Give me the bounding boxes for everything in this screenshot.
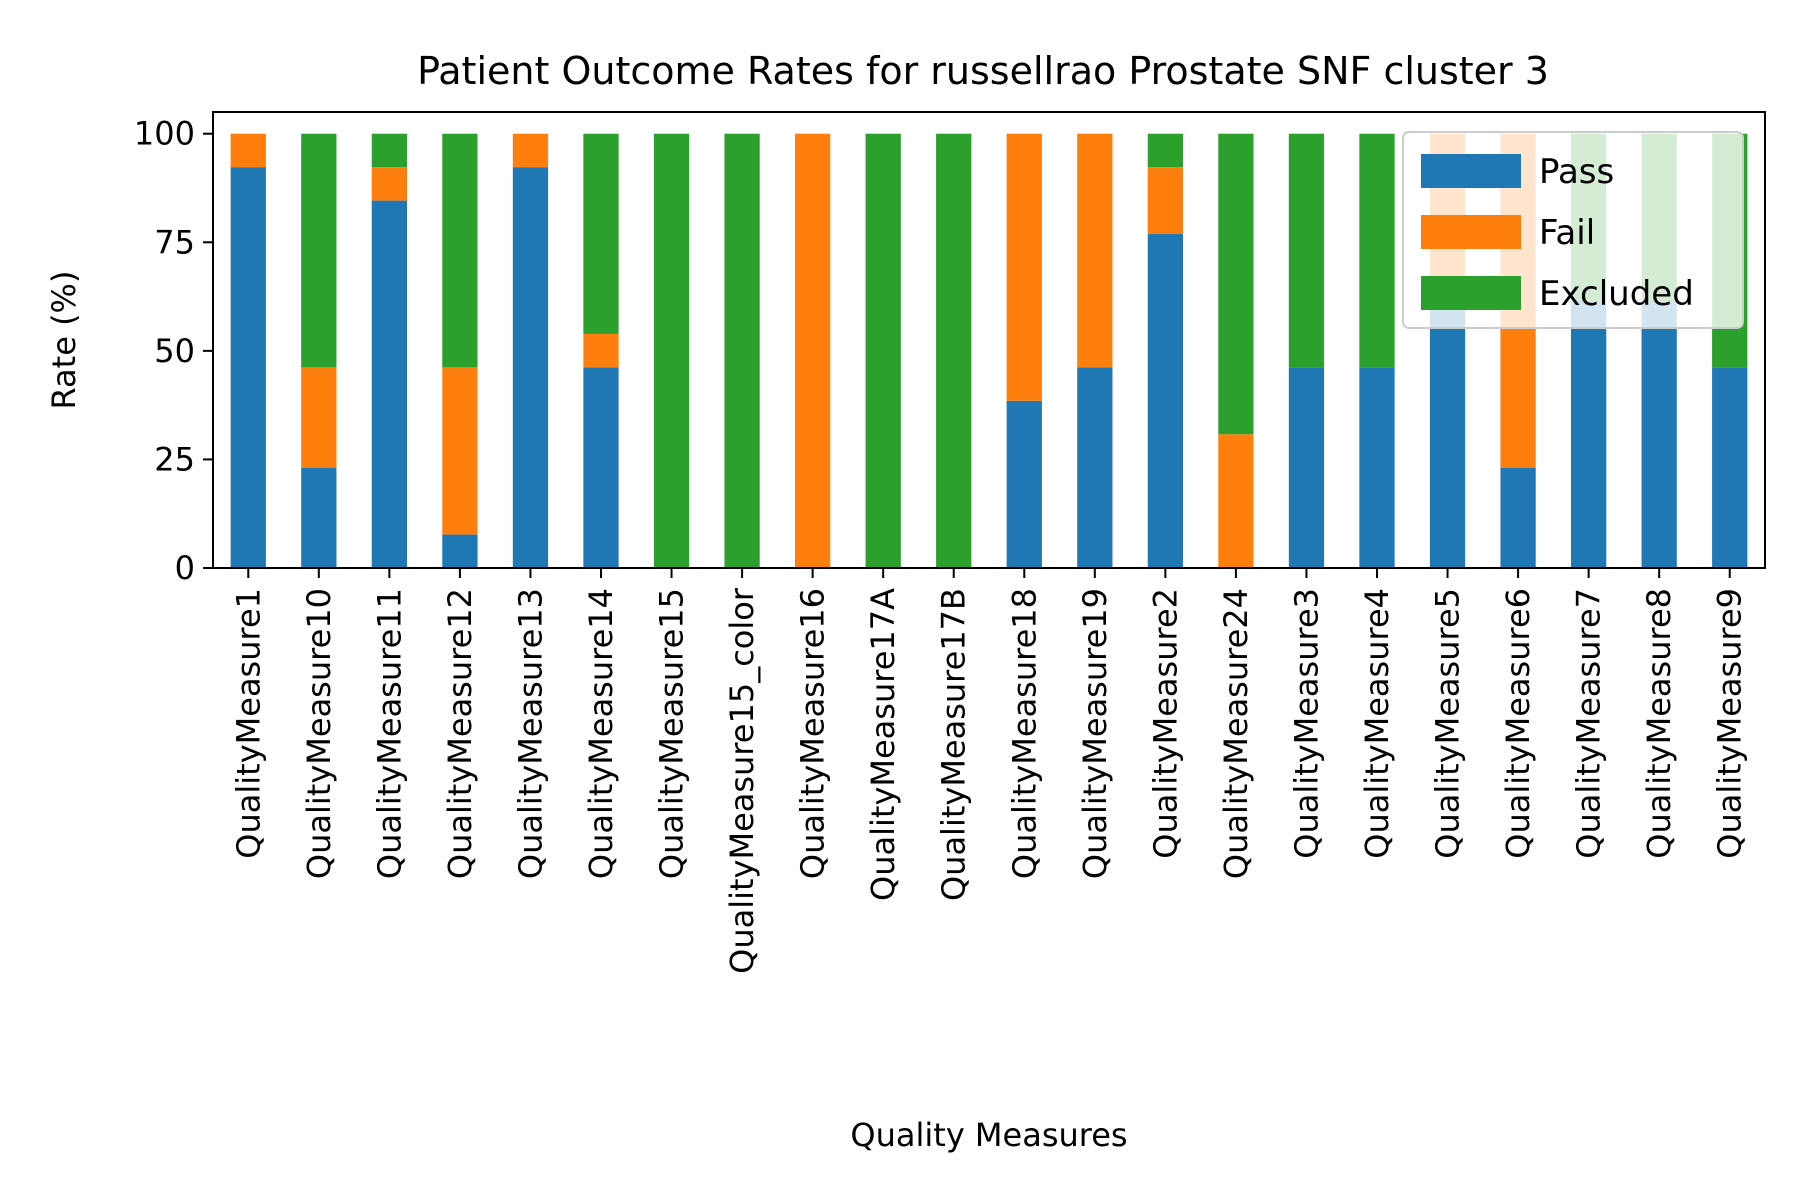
bar-pass-qualitymeasure2 bbox=[1147, 234, 1183, 568]
x-tick-label-qualitymeasure8: QualityMeasure8 bbox=[1640, 588, 1678, 859]
chart-title: Patient Outcome Rates for russellrao Pro… bbox=[417, 49, 1549, 93]
bar-pass-qualitymeasure9 bbox=[1712, 367, 1748, 568]
legend-label-pass: Pass bbox=[1539, 152, 1614, 192]
y-axis: 0 25 50 75 100 bbox=[134, 115, 213, 587]
bar-fail-qualitymeasure19 bbox=[1077, 133, 1113, 368]
bar-fail-qualitymeasure10 bbox=[301, 367, 337, 468]
bar-pass-qualitymeasure3 bbox=[1288, 367, 1325, 568]
bar-pass-qualitymeasure5 bbox=[1429, 300, 1466, 568]
bar-fail-qualitymeasure1 bbox=[230, 133, 266, 168]
plot-frame bbox=[212, 111, 1766, 569]
legend-label-fail: Fail bbox=[1539, 213, 1595, 253]
bar-fail-qualitymeasure14 bbox=[583, 333, 619, 368]
legend-swatch-fail bbox=[1421, 215, 1521, 249]
x-tick-label-qualitymeasure5: QualityMeasure5 bbox=[1429, 588, 1467, 859]
bar-excluded-qualitymeasure17a bbox=[865, 133, 901, 568]
bar-pass-qualitymeasure4 bbox=[1359, 367, 1395, 568]
bar-pass-qualitymeasure18 bbox=[1006, 400, 1042, 568]
bar-excluded-qualitymeasure15 bbox=[653, 133, 690, 568]
x-axis-label: Quality Measures bbox=[850, 1116, 1127, 1154]
x-tick-label-qualitymeasure9: QualityMeasure9 bbox=[1711, 588, 1749, 859]
bar-pass-qualitymeasure6 bbox=[1500, 467, 1536, 568]
bar-fail-qualitymeasure12 bbox=[442, 367, 478, 535]
bar-excluded-qualitymeasure14 bbox=[583, 133, 619, 334]
x-tick-label-qualitymeasure17a: QualityMeasure17A bbox=[864, 588, 902, 901]
x-tick-label-qualitymeasure13: QualityMeasure13 bbox=[511, 588, 549, 879]
bar-excluded-qualitymeasure17b bbox=[936, 133, 972, 568]
bar-pass-qualitymeasure8 bbox=[1641, 300, 1677, 568]
legend-swatch-excluded bbox=[1421, 276, 1521, 310]
legend-label-excluded: Excluded bbox=[1539, 274, 1694, 314]
x-tick-label-qualitymeasure12: QualityMeasure12 bbox=[441, 588, 479, 879]
x-tick-label-qualitymeasure2: QualityMeasure2 bbox=[1146, 588, 1184, 859]
x-tick-label-qualitymeasure10: QualityMeasure10 bbox=[300, 588, 338, 879]
bar-excluded-qualitymeasure4 bbox=[1359, 133, 1395, 368]
bar-pass-qualitymeasure12 bbox=[442, 534, 478, 568]
bar-excluded-qualitymeasure12 bbox=[442, 133, 478, 368]
bar-pass-qualitymeasure11 bbox=[371, 200, 407, 568]
bar-pass-qualitymeasure10 bbox=[301, 467, 337, 568]
x-tick-label-qualitymeasure1: QualityMeasure1 bbox=[229, 588, 267, 859]
x-tick-label-qualitymeasure4: QualityMeasure4 bbox=[1358, 588, 1396, 859]
bar-excluded-qualitymeasure10 bbox=[301, 133, 337, 368]
x-tick-label-qualitymeasure16: QualityMeasure16 bbox=[794, 588, 832, 879]
bar-fail-qualitymeasure16 bbox=[795, 133, 831, 568]
y-axis-label: Rate (%) bbox=[45, 271, 83, 410]
y-tick-label-25: 25 bbox=[154, 440, 195, 478]
bar-pass-qualitymeasure13 bbox=[512, 167, 549, 568]
x-tick-label-qualitymeasure19: QualityMeasure19 bbox=[1076, 588, 1114, 879]
legend: Pass Fail Excluded bbox=[1402, 131, 1744, 329]
x-tick-label-qualitymeasure15-color: QualityMeasure15_color bbox=[723, 587, 761, 974]
bar-excluded-qualitymeasure15-color bbox=[724, 133, 760, 568]
bar-fail-qualitymeasure24 bbox=[1218, 434, 1254, 568]
x-tick-label-qualitymeasure6: QualityMeasure6 bbox=[1499, 588, 1537, 859]
bar-fail-qualitymeasure11 bbox=[371, 167, 407, 201]
bar-excluded-qualitymeasure24 bbox=[1218, 133, 1254, 435]
bar-pass-qualitymeasure7 bbox=[1571, 300, 1607, 568]
x-tick-label-qualitymeasure3: QualityMeasure3 bbox=[1287, 588, 1325, 859]
y-tick-label-50: 50 bbox=[154, 332, 195, 370]
x-tick-label-qualitymeasure11: QualityMeasure11 bbox=[370, 588, 408, 879]
bar-pass-qualitymeasure1 bbox=[230, 167, 266, 568]
x-tick-label-qualitymeasure17b: QualityMeasure17B bbox=[935, 588, 973, 901]
bar-pass-qualitymeasure14 bbox=[583, 367, 619, 568]
bar-excluded-qualitymeasure11 bbox=[371, 133, 407, 168]
x-tick-label-qualitymeasure14: QualityMeasure14 bbox=[582, 588, 620, 879]
y-tick-label-75: 75 bbox=[154, 223, 195, 261]
bar-pass-qualitymeasure19 bbox=[1077, 367, 1113, 568]
y-tick-label-100: 100 bbox=[134, 115, 195, 153]
bar-fail-qualitymeasure13 bbox=[512, 133, 549, 168]
bar-excluded-qualitymeasure3 bbox=[1288, 133, 1325, 368]
y-tick-label-0: 0 bbox=[175, 549, 195, 587]
x-tick-label-qualitymeasure15: QualityMeasure15 bbox=[653, 588, 691, 879]
x-tick-label-qualitymeasure18: QualityMeasure18 bbox=[1005, 588, 1043, 879]
x-axis: QualityMeasure1 QualityMeasure10 QualityMe… bbox=[229, 568, 1749, 974]
legend-swatch-pass bbox=[1421, 154, 1521, 188]
bar-excluded-qualitymeasure2 bbox=[1147, 133, 1183, 168]
x-tick-label-qualitymeasure24: QualityMeasure24 bbox=[1217, 588, 1255, 879]
x-tick-label-qualitymeasure7: QualityMeasure7 bbox=[1570, 588, 1608, 859]
bar-fail-qualitymeasure2 bbox=[1147, 167, 1183, 235]
bar-fail-qualitymeasure18 bbox=[1006, 133, 1042, 401]
